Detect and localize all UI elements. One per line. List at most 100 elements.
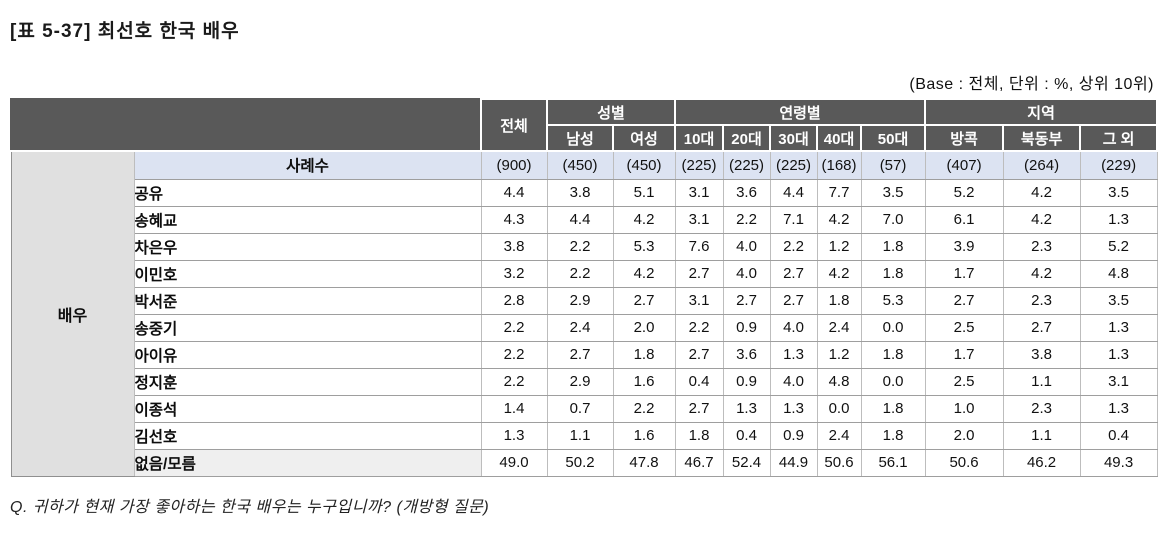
value-cell: 3.1 xyxy=(674,179,724,207)
value-cell: 3.1 xyxy=(1079,368,1158,396)
table-row: 송혜교 4.3 4.4 4.2 3.1 2.2 7.1 4.2 7.0 6.1 4.2 1.3 xyxy=(11,206,1158,234)
base-value-cell: (900) xyxy=(480,151,548,180)
value-cell: 4.2 xyxy=(1002,179,1081,207)
value-cell: 4.4 xyxy=(769,179,818,207)
value-cell: 1.8 xyxy=(860,260,926,288)
value-cell: 5.1 xyxy=(612,179,676,207)
col-bangkok: 방콕 xyxy=(924,124,1005,152)
value-cell: 2.2 xyxy=(769,233,818,261)
col-male: 남성 xyxy=(546,124,614,152)
table-row: 정지훈 2.2 2.9 1.6 0.4 0.9 4.0 4.8 0.0 2.5 1.1 3.1 xyxy=(11,368,1158,396)
value-cell: 0.7 xyxy=(546,395,614,423)
value-cell: 0.4 xyxy=(722,422,771,450)
actor-name-cell: 아이유 xyxy=(133,341,482,369)
value-cell: 2.7 xyxy=(546,341,614,369)
value-cell: 5.3 xyxy=(612,233,676,261)
value-cell: 46.2 xyxy=(1002,449,1081,477)
survey-table: 전체 성별 연령별 지역 남성 여성 10대 20대 30대 40대 50대 방콕 북동부 그 외 배우… xyxy=(10,98,1159,477)
table-header: 전체 성별 연령별 지역 남성 여성 10대 20대 30대 40대 50대 방콕 북동부 그 외 xyxy=(10,98,1159,152)
value-cell: 1.6 xyxy=(612,368,676,396)
col-group-region: 지역 xyxy=(924,98,1159,126)
col-age10: 10대 xyxy=(674,124,725,152)
value-cell: 46.7 xyxy=(674,449,724,477)
value-cell: 3.9 xyxy=(924,233,1004,261)
value-cell: 2.0 xyxy=(924,422,1004,450)
value-cell: 0.9 xyxy=(769,422,818,450)
table-row: 이종석 1.4 0.7 2.2 2.7 1.3 1.3 0.0 1.8 1.0 2.3 1.3 xyxy=(11,395,1158,423)
value-cell: 47.8 xyxy=(612,449,676,477)
value-cell: 50.2 xyxy=(546,449,614,477)
value-cell: 4.2 xyxy=(612,260,676,288)
value-cell: 2.5 xyxy=(924,368,1004,396)
table-row: 아이유 2.2 2.7 1.8 2.7 3.6 1.3 1.2 1.8 1.7 3.8 1.3 xyxy=(11,341,1158,369)
base-value-cell: (450) xyxy=(612,151,676,180)
actor-name-cell: 박서준 xyxy=(133,287,482,315)
value-cell: 2.7 xyxy=(924,287,1004,315)
value-cell: 1.8 xyxy=(612,341,676,369)
value-cell: 5.3 xyxy=(860,287,926,315)
value-cell: 1.3 xyxy=(1079,206,1158,234)
value-cell: 2.7 xyxy=(674,260,724,288)
value-cell: 0.9 xyxy=(722,368,771,396)
value-cell: 49.3 xyxy=(1079,449,1158,477)
base-value-cell: (450) xyxy=(546,151,614,180)
value-cell: 2.5 xyxy=(924,314,1004,342)
value-cell: 2.9 xyxy=(546,368,614,396)
value-cell: 3.8 xyxy=(546,179,614,207)
value-cell: 2.7 xyxy=(674,341,724,369)
value-cell: 2.7 xyxy=(769,287,818,315)
value-cell: 2.0 xyxy=(612,314,676,342)
value-cell: 4.8 xyxy=(1079,260,1158,288)
actor-name-cell: 이민호 xyxy=(133,260,482,288)
value-cell: 3.8 xyxy=(480,233,548,261)
value-cell: 3.5 xyxy=(860,179,926,207)
value-cell: 0.0 xyxy=(860,314,926,342)
value-cell: 1.7 xyxy=(924,341,1004,369)
value-cell: 2.7 xyxy=(612,287,676,315)
value-cell: 4.3 xyxy=(480,206,548,234)
value-cell: 2.2 xyxy=(546,233,614,261)
value-cell: 1.2 xyxy=(816,233,862,261)
value-cell: 3.1 xyxy=(674,287,724,315)
value-cell: 4.0 xyxy=(722,233,771,261)
table-body: 배우 사례수 (900) (450) (450) (225) (225) (225) (168)… xyxy=(11,151,1158,477)
value-cell: 2.2 xyxy=(674,314,724,342)
actor-name-cell: 공유 xyxy=(133,179,482,207)
base-value-cell: (264) xyxy=(1002,151,1081,180)
value-cell: 0.0 xyxy=(816,395,862,423)
value-cell: 2.7 xyxy=(722,287,771,315)
value-cell: 0.4 xyxy=(674,368,724,396)
value-cell: 4.4 xyxy=(546,206,614,234)
value-cell: 3.5 xyxy=(1079,287,1158,315)
value-cell: 1.8 xyxy=(860,395,926,423)
value-cell: 1.8 xyxy=(816,287,862,315)
value-cell: 1.8 xyxy=(674,422,724,450)
base-value-cell: (57) xyxy=(860,151,926,180)
value-cell: 4.2 xyxy=(1002,260,1081,288)
value-cell: 5.2 xyxy=(1079,233,1158,261)
value-cell: 3.6 xyxy=(722,179,771,207)
value-cell: 5.2 xyxy=(924,179,1004,207)
col-age40: 40대 xyxy=(816,124,863,152)
value-cell: 1.8 xyxy=(860,233,926,261)
base-value-cell: (225) xyxy=(769,151,818,180)
value-cell: 2.9 xyxy=(546,287,614,315)
value-cell: 2.3 xyxy=(1002,287,1081,315)
value-cell: 7.0 xyxy=(860,206,926,234)
actor-name-cell: 정지훈 xyxy=(133,368,482,396)
base-value-cell: (225) xyxy=(722,151,771,180)
base-value-cell: (407) xyxy=(924,151,1004,180)
col-group-gender: 성별 xyxy=(545,98,677,126)
actor-name-cell: 차은우 xyxy=(133,233,482,261)
value-cell: 2.2 xyxy=(546,260,614,288)
table-row: 공유 4.4 3.8 5.1 3.1 3.6 4.4 7.7 3.5 5.2 4.2 3.5 xyxy=(11,179,1158,207)
table-row: 김선호 1.3 1.1 1.6 1.8 0.4 0.9 2.4 1.8 2.0 1.1 0.4 xyxy=(11,422,1158,450)
value-cell: 1.3 xyxy=(722,395,771,423)
value-cell: 4.2 xyxy=(1002,206,1081,234)
value-cell: 52.4 xyxy=(722,449,771,477)
value-cell: 0.0 xyxy=(860,368,926,396)
value-cell: 2.8 xyxy=(480,287,548,315)
col-northeast: 북동부 xyxy=(1002,124,1082,152)
value-cell: 4.2 xyxy=(816,206,862,234)
value-cell: 2.7 xyxy=(1002,314,1081,342)
